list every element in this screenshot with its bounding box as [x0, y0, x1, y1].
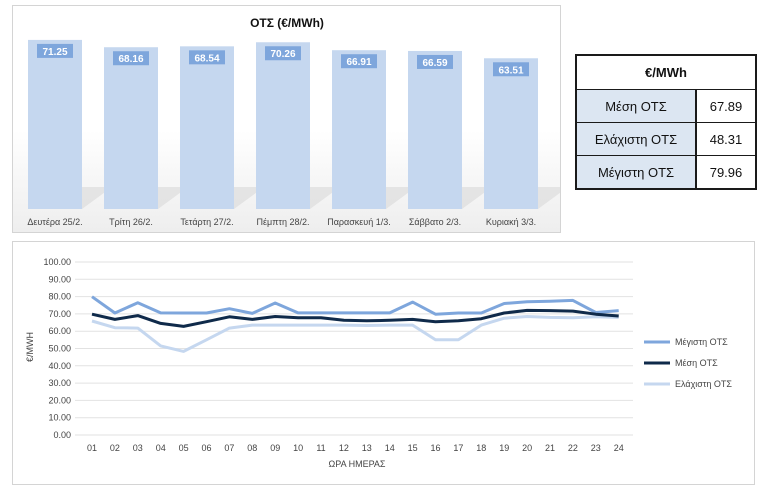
x-tick-label: 09: [270, 443, 280, 453]
stats-label-max: Μέγιστη ΟΤΣ: [575, 155, 697, 190]
x-tick-label: 18: [476, 443, 486, 453]
stats-value-mean: 67.89: [695, 89, 757, 123]
bar-chart-title: ΟΤΣ (€/MWh): [250, 16, 324, 30]
x-tick-label: 03: [133, 443, 143, 453]
y-tick-label: 80.00: [48, 292, 71, 302]
y-tick-label: 100.00: [43, 257, 71, 267]
bar-category-label: Τρίτη 26/2.: [109, 217, 153, 227]
x-tick-label: 16: [430, 443, 440, 453]
x-tick-label: 11: [316, 443, 325, 453]
bar: [332, 50, 386, 209]
y-tick-label: 20.00: [48, 395, 71, 405]
stats-table: €/MWh Μέση ΟΤΣ 67.89 Ελάχιστη ΟΤΣ 48.31 …: [575, 54, 757, 190]
bar-value-label-box: [265, 46, 301, 61]
bar-value-label-box: [417, 54, 453, 69]
x-tick-label: 13: [362, 443, 372, 453]
x-tick-label: 20: [522, 443, 532, 453]
y-tick-label: 90.00: [48, 274, 71, 284]
y-tick-label: 70.00: [48, 309, 71, 319]
x-tick-label: 08: [247, 443, 257, 453]
y-tick-label: 30.00: [48, 378, 71, 388]
legend-label: Ελάχιστη ΟΤΣ: [675, 379, 732, 389]
bar-chart: ΟΤΣ (€/MWh) 71.25 68.16 68.54 70.26 66.91 66.…: [27, 16, 568, 227]
table-row: Μέση ΟΤΣ 67.89: [575, 89, 757, 123]
bar-value-label: 68.54: [194, 53, 219, 64]
bar-category-label: Κυριακή 3/3.: [486, 217, 536, 227]
y-axis-label: €/MWH: [25, 332, 35, 362]
x-tick-label: 17: [453, 443, 463, 453]
y-tick-label: 40.00: [48, 361, 71, 371]
bar: [484, 58, 538, 210]
bar-value-label: 66.59: [422, 58, 447, 69]
bar: [104, 47, 158, 210]
stats-label-mean: Μέση ΟΤΣ: [575, 89, 697, 123]
bar-category-label: Παρασκευή 1/3.: [327, 217, 391, 227]
y-tick-label: 10.00: [48, 413, 71, 423]
bar-category-label: Σάββατο 2/3.: [409, 217, 461, 227]
bar-value-label: 70.26: [270, 49, 295, 60]
x-tick-label: 01: [87, 443, 97, 453]
bar: [28, 39, 82, 210]
legend-label: Μέση ΟΤΣ: [675, 358, 718, 368]
bar-value-label: 66.91: [346, 57, 371, 68]
bar-value-label: 63.51: [498, 65, 523, 76]
y-tick-label: 50.00: [48, 344, 71, 354]
line-chart-panel: 0.00 10.00 20.00 30.00 40.00 50.00 60.00 70.00 8…: [12, 241, 755, 485]
bar: [408, 50, 462, 209]
bar-value-label-box: [37, 43, 73, 58]
y-tick-label: 0.00: [53, 430, 71, 440]
x-tick-label: 15: [408, 443, 418, 453]
series-line: [91, 308, 619, 328]
bar-value-label-box: [341, 54, 377, 69]
bar-category-label: Δευτέρα 25/2.: [27, 217, 82, 227]
bar: [256, 42, 310, 209]
bar-value-label-box: [493, 62, 529, 77]
series-line: [91, 315, 619, 353]
table-row: Ελάχιστη ΟΤΣ 48.31: [575, 122, 757, 156]
x-tick-label: 24: [614, 443, 624, 453]
bar-value-label: 71.25: [42, 47, 67, 58]
bar: [180, 46, 234, 210]
x-tick-label: 22: [568, 443, 578, 453]
x-tick-label: 06: [201, 443, 211, 453]
x-tick-label: 05: [179, 443, 189, 453]
line-chart: 0.00 10.00 20.00 30.00 40.00 50.00 60.00 70.00 8…: [25, 257, 732, 469]
bar-chart-panel: ΟΤΣ (€/MWh) 71.25 68.16 68.54 70.26 66.91 66.…: [12, 5, 568, 233]
x-tick-label: 10: [293, 443, 303, 453]
bar-value-label-box: [113, 51, 149, 66]
x-tick-label: 19: [499, 443, 509, 453]
x-tick-label: 12: [339, 443, 349, 453]
x-axis-label: ΩΡΑ ΗΜΕΡΑΣ: [329, 459, 386, 469]
bar-value-label: 68.16: [118, 54, 143, 65]
bar-category-label: Τετάρτη 27/2.: [180, 217, 233, 227]
x-tick-label: 07: [224, 443, 234, 453]
stats-header: €/MWh: [575, 54, 757, 90]
x-tick-label: 23: [591, 443, 601, 453]
bar-value-label-box: [189, 50, 225, 65]
x-tick-label: 04: [156, 443, 166, 453]
stats-value-max: 79.96: [695, 155, 757, 190]
stats-label-min: Ελάχιστη ΟΤΣ: [575, 122, 697, 156]
table-row: Μέγιστη ΟΤΣ 79.96: [575, 155, 757, 190]
y-tick-label: 60.00: [48, 326, 71, 336]
legend-label: Μέγιστη ΟΤΣ: [675, 337, 728, 347]
x-tick-label: 14: [385, 443, 395, 453]
x-tick-label: 02: [110, 443, 120, 453]
stats-value-min: 48.31: [695, 122, 757, 156]
bar-category-label: Πέμπτη 28/2.: [257, 217, 310, 227]
series-line: [91, 295, 619, 316]
x-tick-label: 21: [545, 443, 555, 453]
